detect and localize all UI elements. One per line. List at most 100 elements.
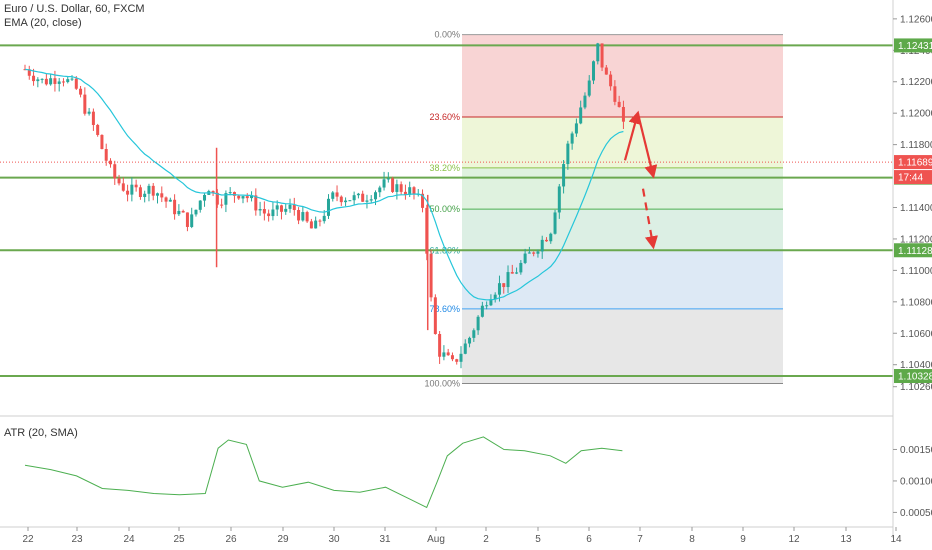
candle-body (113, 164, 117, 179)
fib-level-label: 100.00% (424, 379, 460, 389)
candle-body (391, 178, 395, 192)
candle-body (147, 185, 151, 194)
candle-body (262, 209, 266, 214)
candle-body (523, 253, 527, 263)
candle-body (301, 212, 305, 221)
current-price-badge (894, 155, 932, 170)
candle-body (203, 194, 207, 201)
candle-body (604, 67, 608, 75)
candle-body (121, 183, 125, 191)
candle-body (100, 134, 104, 150)
candle-body (215, 192, 219, 205)
time-axis[interactable]: 22 23 24 25 26 29 30 31 Aug 2 5 6 7 8 9 12 13 14 (0, 526, 902, 545)
candle-body (173, 199, 177, 215)
candle-body (292, 204, 296, 211)
candle-body (74, 78, 78, 89)
candle-body (382, 179, 386, 188)
atr-tick-label: 0.00150 (900, 445, 932, 456)
candle-body (493, 294, 497, 300)
fib-zone (462, 250, 783, 309)
ema-line (24, 68, 624, 301)
candle-body (70, 78, 74, 80)
candle-body (592, 61, 596, 81)
horizontal-levels[interactable] (0, 44, 893, 378)
candle-body (168, 199, 172, 202)
candle-body (32, 75, 36, 82)
candle-body (232, 192, 236, 196)
candle-body (378, 187, 382, 193)
level-badge (894, 369, 932, 384)
candle-body (506, 272, 510, 288)
candle-body (540, 239, 544, 252)
candle-body (361, 193, 365, 202)
time-tick-label: 9 (740, 534, 746, 545)
candle-body (267, 213, 271, 217)
candle-body (250, 195, 254, 199)
candle-body (117, 178, 121, 184)
ema-curve (24, 68, 624, 301)
candle-body (322, 215, 326, 222)
fib-zone (462, 116, 783, 168)
time-tick-label: 5 (535, 534, 541, 545)
candle-body (258, 209, 262, 211)
candle-body (450, 355, 454, 360)
candle-body (91, 111, 95, 125)
candle-body (472, 330, 476, 338)
price-tick-label: 1.11200 (900, 234, 932, 245)
candle-body (104, 149, 108, 161)
candle-body (583, 95, 587, 108)
level-badge-label: 1.10328 (898, 372, 932, 383)
candle-body (224, 193, 228, 205)
price-tick-label: 1.12200 (900, 77, 932, 88)
candle-body (134, 184, 138, 188)
candle-body (429, 253, 433, 298)
level-badge-label: 1.11128 (898, 246, 932, 257)
symbol-title[interactable]: Euro / U.S. Dollar, 60, FXCM (4, 3, 145, 15)
candle-body (190, 214, 194, 227)
candle-body (412, 187, 416, 194)
time-tick-label: 2 (483, 534, 489, 545)
candle-body (318, 220, 322, 222)
candle-body (220, 204, 224, 206)
fib-level-label: 50.00% (429, 204, 460, 214)
time-tick-label: 25 (173, 534, 185, 545)
time-tick-label: 13 (840, 534, 852, 545)
price-tick-label: 1.12000 (900, 109, 932, 120)
candle-body (288, 204, 292, 209)
time-tick-label: Aug (427, 534, 445, 545)
candle-body (425, 207, 429, 254)
candle-body (339, 196, 343, 203)
candle-body (579, 107, 583, 124)
level-badge (894, 243, 932, 258)
time-tick-label: 7 (637, 534, 643, 545)
candle-body (519, 262, 523, 273)
candle-body (348, 200, 352, 202)
countdown-badge (894, 170, 932, 185)
candle-body (344, 200, 348, 203)
candle-body (455, 359, 459, 362)
candle-body (463, 343, 467, 354)
time-tick-label: 23 (71, 534, 83, 545)
candle-body (335, 192, 339, 197)
candle-body (40, 78, 44, 80)
candle-body (53, 78, 57, 84)
fib-zone (462, 167, 783, 210)
price-tick-label: 1.10600 (900, 329, 932, 340)
fib-zone (462, 308, 783, 384)
candle-body (468, 337, 472, 344)
atr-label[interactable]: ATR (20, SMA) (4, 427, 78, 439)
candle-body (557, 186, 561, 213)
candle-body (433, 297, 437, 335)
candle-body (613, 86, 617, 102)
ema-legend[interactable]: EMA (20, close) (4, 17, 82, 29)
time-tick-label: 8 (689, 534, 695, 545)
candle-body (130, 184, 134, 195)
candle-body (485, 305, 489, 307)
candle-body (271, 209, 275, 217)
fib-zone (462, 34, 783, 117)
forecast-arrows[interactable] (623, 110, 658, 250)
